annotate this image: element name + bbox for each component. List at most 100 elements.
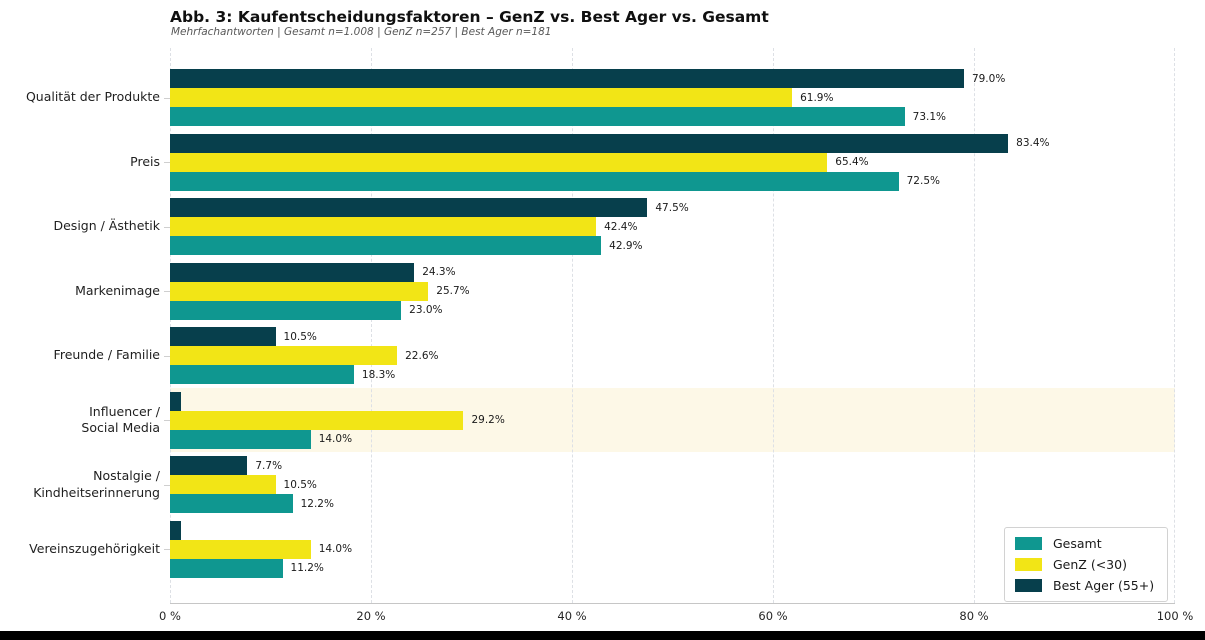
bar-fill-genz — [170, 281, 429, 301]
bar-value-label: 18.3% — [361, 368, 396, 381]
y-tick — [164, 549, 170, 550]
bar-group-4: 10.5% 22.6% 18.3% — [170, 323, 1175, 388]
bar-fill-gesamt — [170, 558, 283, 578]
plot-area: 79.0% 61.9% 73.1% 83.4% 65.4% 72.5% 47.5% 42.4%… — [170, 48, 1175, 604]
y-tick — [164, 162, 170, 163]
bar-genz-4: 22.6% — [170, 346, 1175, 365]
y-tick — [164, 484, 170, 486]
category-label-0: Qualität der Produkte — [25, 89, 160, 105]
y-axis-labels: Qualität der Produkte Preis Design / Ästhe… — [0, 48, 160, 603]
bar-best_ager-6: 7.7% — [170, 456, 1175, 475]
bar-genz-5: 29.2% — [170, 410, 1175, 430]
bar-fill-genz — [170, 475, 276, 494]
gridline-100 — [1174, 48, 1175, 603]
bar-best_ager-3: 24.3% — [170, 262, 1175, 282]
bar-best_ager-1: 83.4% — [170, 133, 1175, 153]
legend-label: GenZ (<30) — [1053, 557, 1127, 572]
category-label-2: Design / Ästhetik — [53, 218, 160, 234]
y-tick — [164, 291, 170, 292]
bar-fill-genz — [170, 410, 464, 430]
bar-value-label: 14.0% — [318, 433, 353, 445]
bar-genz-1: 65.4% — [170, 152, 1175, 172]
chart-title: Abb. 3: Kaufentscheidungsfaktoren – GenZ… — [170, 8, 769, 26]
bar-value-label: 25.7% — [436, 285, 470, 297]
category-label-5: Influencer / Social Media — [81, 403, 160, 435]
bar-fill-best_ager — [170, 133, 1009, 153]
bar-fill-genz — [170, 539, 311, 559]
bar-group-1: 83.4% 65.4% 72.5% — [170, 130, 1175, 195]
x-tick-label-40: 40 % — [557, 609, 587, 623]
bar-fill-best_ager — [170, 327, 276, 346]
legend-swatch-genz — [1015, 558, 1042, 571]
y-tick — [164, 355, 170, 357]
bar-group-3: 24.3% 25.7% 23.0% — [170, 259, 1175, 324]
gridline-80 — [974, 48, 975, 603]
y-tick — [164, 226, 170, 228]
bar-value-label: 42.4% — [604, 220, 638, 233]
x-tick-label-100: 100 % — [1156, 609, 1194, 623]
bar-fill-best_ager — [170, 262, 415, 282]
bar-value-label: 7.7% — [255, 459, 283, 472]
bar-value-label: 79.0% — [971, 72, 1006, 85]
legend-item-best_ager: Best Ager (55+) — [1015, 578, 1154, 593]
bar-gesamt-1: 72.5% — [170, 171, 1175, 191]
bar-best_ager-7 — [170, 520, 1175, 540]
legend-swatch-gesamt — [1015, 537, 1042, 550]
bar-genz-7: 14.0% — [170, 539, 1175, 559]
bar-value-label: 14.0% — [318, 543, 353, 555]
bar-fill-gesamt — [170, 236, 602, 255]
category-label-1: Preis — [130, 153, 160, 169]
y-tick — [164, 97, 170, 99]
bar-value-label: 42.9% — [609, 239, 643, 252]
gridline-60 — [773, 48, 774, 603]
bar-fill-genz — [170, 152, 828, 172]
y-tick — [164, 420, 170, 421]
legend-item-gesamt: Gesamt — [1015, 536, 1154, 551]
bar-best_ager-5 — [170, 391, 1175, 411]
bar-fill-gesamt — [170, 300, 402, 320]
category-label-6: Nostalgie / Kindheitserinnerung — [33, 468, 160, 500]
bar-value-label: 24.3% — [422, 266, 456, 278]
bar-group-0: 79.0% 61.9% 73.1% — [170, 65, 1175, 130]
bar-value-label: 65.4% — [835, 156, 869, 168]
bar-gesamt-6: 12.2% — [170, 494, 1175, 513]
bar-value-label: 23.0% — [409, 304, 443, 316]
bar-value-label: 73.1% — [912, 110, 946, 123]
x-tick-label-0: 0 % — [159, 609, 181, 623]
bar-fill-best_ager — [170, 456, 248, 475]
bar-value-label: 12.2% — [300, 497, 334, 510]
bar-gesamt-0: 73.1% — [170, 107, 1175, 126]
category-label-3: Markenimage — [75, 282, 160, 298]
bar-best_ager-4: 10.5% — [170, 327, 1175, 346]
x-tick-label-80: 80 % — [959, 609, 989, 623]
bar-best_ager-0: 79.0% — [170, 69, 1175, 88]
bottom-black-strip — [0, 631, 1205, 640]
bar-fill-gesamt — [170, 429, 311, 449]
bar-value-label: 47.5% — [655, 201, 689, 214]
legend-label: Best Ager (55+) — [1053, 578, 1155, 593]
bar-fill-best_ager — [170, 520, 182, 540]
bar-value-label: 61.9% — [800, 91, 834, 104]
bar-genz-0: 61.9% — [170, 88, 1175, 107]
chart-subtitle: Mehrfachantworten | Gesamt n=1.008 | Gen… — [171, 26, 552, 38]
bar-group-6: 7.7% 10.5% 12.2% — [170, 452, 1175, 517]
bar-fill-gesamt — [170, 365, 354, 384]
bar-gesamt-3: 23.0% — [170, 300, 1175, 320]
bar-value-label: 22.6% — [405, 349, 439, 362]
bar-gesamt-7: 11.2% — [170, 558, 1175, 578]
bar-gesamt-5: 14.0% — [170, 429, 1175, 449]
category-label-7: Vereinszugehörigkeit — [29, 540, 160, 556]
gridline-0 — [170, 48, 171, 603]
bar-value-label: 11.2% — [290, 562, 324, 574]
x-tick-label-60: 60 % — [758, 609, 788, 623]
bar-value-label: 29.2% — [471, 414, 505, 426]
gridline-20 — [371, 48, 372, 603]
bar-fill-best_ager — [170, 391, 182, 411]
gridline-40 — [572, 48, 573, 603]
bar-fill-genz — [170, 346, 398, 365]
legend-item-genz: GenZ (<30) — [1015, 557, 1154, 572]
bar-fill-genz — [170, 88, 793, 107]
legend-label: Gesamt — [1053, 536, 1102, 551]
bar-value-label: 72.5% — [906, 175, 940, 187]
bar-genz-3: 25.7% — [170, 281, 1175, 301]
